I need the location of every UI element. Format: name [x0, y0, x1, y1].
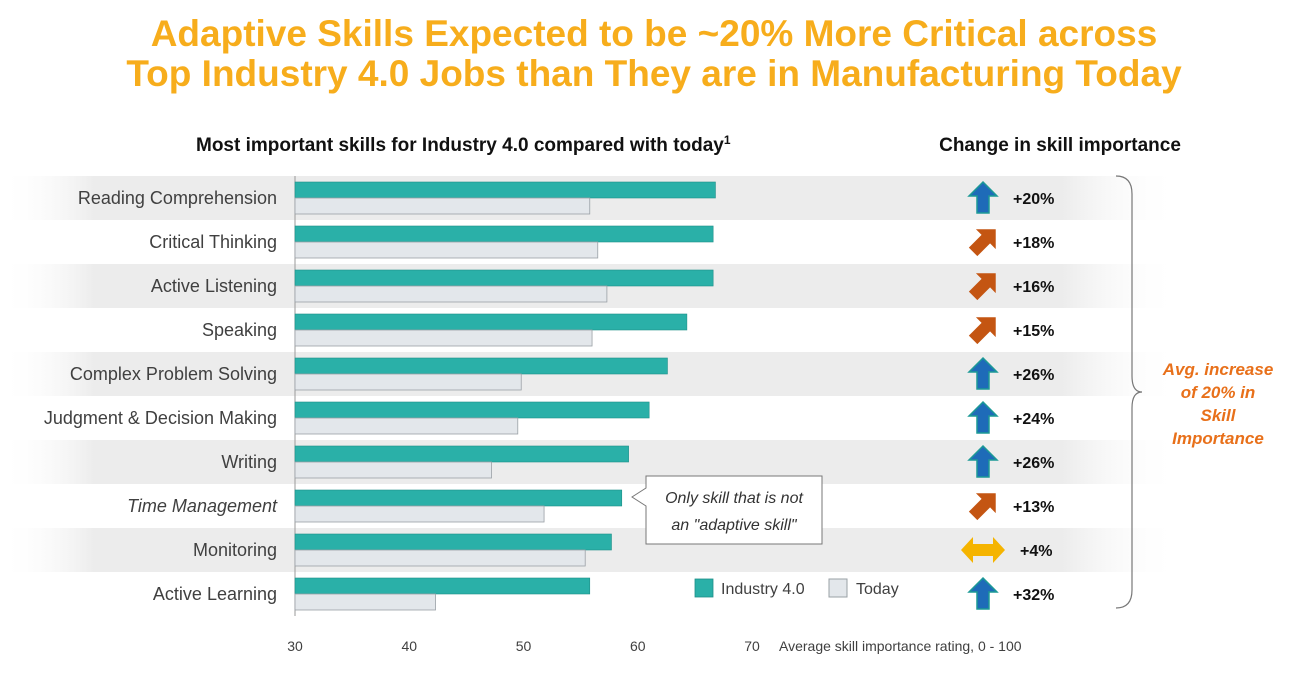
skill-label: Speaking: [202, 320, 277, 340]
callout-text-line-1: Only skill that is not: [665, 490, 803, 507]
skill-label: Time Management: [127, 496, 278, 516]
x-tick-label: 70: [744, 638, 760, 654]
page-title: Adaptive Skills Expected to be ~20% More…: [0, 14, 1308, 94]
up-arrow-icon: [967, 444, 999, 478]
x-tick-label: 40: [401, 638, 417, 654]
bar-industry-4-0: [294, 313, 688, 331]
x-tick-label: 50: [516, 638, 532, 654]
callout-box: Only skill that is not an "adaptive skill…: [631, 475, 823, 545]
legend-swatch-industry-4-0: [694, 578, 714, 598]
summary-note-line: Importance: [1172, 429, 1264, 448]
change-value: +20%: [1013, 191, 1054, 208]
skill-label: Monitoring: [193, 540, 277, 560]
bar-today: [294, 417, 519, 435]
diagonal-arrow-icon: [968, 273, 996, 301]
bar-today: [294, 593, 436, 611]
up-arrow-icon: [967, 576, 999, 610]
summary-note-line: Skill: [1201, 406, 1237, 425]
change-column-title: Change in skill importance: [939, 135, 1181, 156]
skill-label: Complex Problem Solving: [70, 364, 277, 384]
summary-note-line: of 20% in: [1181, 383, 1256, 402]
bar-industry-4-0: [294, 181, 716, 199]
change-value: +26%: [1013, 367, 1054, 384]
diagonal-arrow-icon: [968, 493, 996, 521]
change-value: +16%: [1013, 279, 1054, 296]
skill-label: Critical Thinking: [149, 232, 277, 252]
up-arrow-icon: [967, 180, 999, 214]
change-value: +4%: [1020, 543, 1052, 560]
skill-label: Judgment & Decision Making: [44, 408, 277, 428]
title-line-2: Top Industry 4.0 Jobs than They are in M…: [126, 53, 1182, 94]
bar-today: [294, 329, 593, 347]
up-arrow-icon: [967, 356, 999, 390]
skill-label: Active Learning: [153, 584, 277, 604]
x-tick-label: 60: [630, 638, 646, 654]
bar-today: [294, 461, 492, 479]
diagonal-arrow-shape: [968, 273, 996, 301]
horizontal-double-arrow-icon: [961, 537, 1005, 563]
legend-label-industry-4-0: Industry 4.0: [721, 581, 805, 598]
legend-swatch-today: [828, 578, 848, 598]
callout-text-line-2: an "adaptive skill": [671, 517, 798, 534]
diagonal-arrow-shape: [968, 493, 996, 521]
diagonal-arrow-shape: [968, 317, 996, 345]
chart-subtitle: Most important skills for Industry 4.0 c…: [196, 133, 731, 156]
skill-label: Active Listening: [151, 276, 277, 296]
skill-label: Reading Comprehension: [78, 188, 277, 208]
bar-today: [294, 285, 608, 303]
bar-industry-4-0: [294, 269, 714, 287]
footnote-marker: 1: [724, 133, 731, 147]
bar-today: [294, 373, 522, 391]
change-value: +15%: [1013, 323, 1054, 340]
bar-industry-4-0: [294, 225, 714, 243]
x-tick-label: 30: [287, 638, 303, 654]
legend-label-today: Today: [856, 581, 899, 598]
bar-industry-4-0: [294, 489, 623, 507]
diagonal-arrow-shape: [968, 229, 996, 257]
summary-note-line: Avg. increase: [1162, 360, 1274, 379]
bar-industry-4-0: [294, 533, 612, 551]
bar-today: [294, 505, 545, 523]
change-value: +32%: [1013, 587, 1054, 604]
change-value: +26%: [1013, 455, 1054, 472]
callout-bubble: [631, 475, 823, 545]
bar-today: [294, 241, 599, 259]
bar-today: [294, 197, 591, 215]
bar-industry-4-0: [294, 401, 650, 419]
legend: Industry 4.0 Today: [694, 578, 899, 598]
title-line-1: Adaptive Skills Expected to be ~20% More…: [150, 13, 1158, 54]
diagonal-arrow-icon: [968, 317, 996, 345]
bar-industry-4-0: [294, 357, 668, 375]
summary-bracket: [1115, 175, 1143, 609]
change-value: +13%: [1013, 499, 1054, 516]
bar-industry-4-0: [294, 445, 629, 463]
diagonal-arrow-icon: [968, 229, 996, 257]
bar-industry-4-0: [294, 577, 591, 595]
bar-today: [294, 549, 586, 567]
up-arrow-icon: [967, 400, 999, 434]
change-value: +18%: [1013, 235, 1054, 252]
change-value: +24%: [1013, 411, 1054, 428]
x-axis-label: Average skill importance rating, 0 - 100: [779, 638, 1022, 654]
skill-label: Writing: [221, 452, 277, 472]
